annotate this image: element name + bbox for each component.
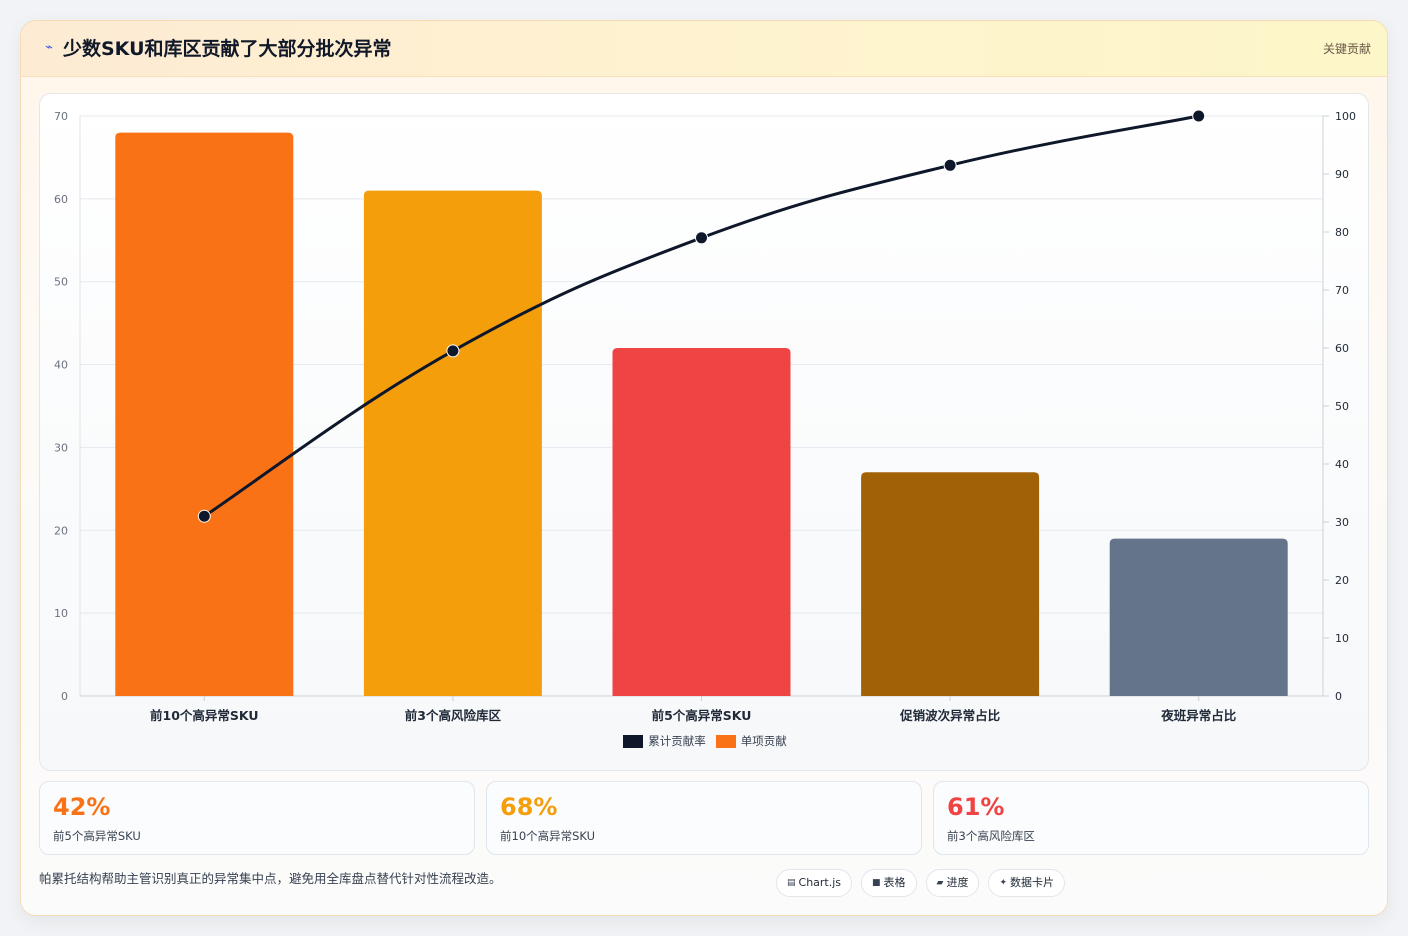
chip-table[interactable]: ■ 表格: [861, 869, 917, 897]
y-left-tick-label: 30: [54, 441, 68, 454]
y-left-tick-label: 50: [54, 276, 68, 289]
stat-card-top3-zone: 61% 前3个高风险库区: [933, 781, 1369, 855]
tool-chips: ▤ Chart.js ■ 表格 ▰ 进度 ✦ 数据卡片: [776, 869, 1066, 897]
stat-label: 前10个高异常SKU: [500, 829, 596, 843]
legend-swatch-single: [715, 734, 736, 748]
cumulative-point-2: [446, 344, 460, 358]
legend-item-single[interactable]: 单项贡献: [715, 732, 787, 750]
y-right-tick-label: 0: [1335, 690, 1342, 703]
y-left-tick-label: 10: [54, 607, 68, 620]
y-right-tick-label: 70: [1335, 284, 1349, 297]
chip-label: Chart.js: [798, 876, 842, 889]
y-left-tick-label: 70: [54, 110, 68, 123]
y-left-tick-label: 60: [54, 193, 68, 206]
footer-note: 帕累托结构帮助主管识别真正的异常集中点，避免用全库盘点替代针对性流程改造。: [39, 871, 502, 886]
y-right-tick-label: 40: [1335, 458, 1349, 471]
bar-3: [612, 348, 791, 696]
chip-chartjs[interactable]: ▤ Chart.js: [776, 869, 853, 897]
chip-progress[interactable]: ▰ 进度: [925, 869, 980, 897]
stat-value: 68%: [500, 793, 558, 821]
y-right-tick-label: 20: [1335, 574, 1349, 587]
stat-value: 42%: [53, 793, 111, 821]
chip-data-card[interactable]: ✦ 数据卡片: [988, 869, 1066, 897]
x-tick-label: 前10个高异常SKU: [150, 708, 259, 723]
cumulative-point-5: [1192, 109, 1206, 123]
table-icon: ■: [872, 878, 881, 888]
stat-card-top10-sku: 68% 前10个高异常SKU: [486, 781, 922, 855]
y-right-tick-label: 10: [1335, 632, 1349, 645]
pareto-chart: 0 10 20 30 40 50 60 70 0 10 20 30 40 50 60 70 80 90 100 前10…: [54, 109, 1356, 723]
chart-legend: 累计贡献率 单项贡献: [40, 732, 1370, 750]
cumulative-point-1: [197, 509, 211, 523]
cumulative-point-3: [695, 231, 708, 245]
legend-item-cumulative[interactable]: 累计贡献率: [623, 732, 706, 750]
x-tick-label: 夜班异常占比: [1160, 708, 1237, 723]
progress-icon: ▰: [936, 878, 944, 888]
y-right-tick-label: 60: [1335, 342, 1349, 355]
y-left-tick-label: 40: [54, 359, 68, 372]
card-title: 少数SKU和库区贡献了大部分批次异常: [63, 38, 392, 60]
x-tick-label: 前5个高异常SKU: [652, 708, 752, 723]
pareto-chart-panel: 0 10 20 30 40 50 60 70 0 10 20 30 40 50 60 70 80 90 100 前10…: [39, 93, 1369, 771]
legend-label-single: 单项贡献: [740, 734, 787, 748]
bar-5: [1109, 538, 1288, 696]
x-tick-label: 促销波次异常占比: [899, 708, 1001, 723]
legend-swatch-cumulative: [623, 734, 644, 748]
insight-card: ⌁ 少数SKU和库区贡献了大部分批次异常 关键贡献 0 10 20 30 40 50 60 7…: [20, 20, 1388, 916]
card-icon: ✦: [999, 878, 1008, 888]
y-right-tick-label: 100: [1335, 110, 1356, 123]
chip-label: 数据卡片: [1010, 876, 1055, 889]
chip-label: 进度: [946, 876, 969, 889]
card-header: ⌁ 少数SKU和库区贡献了大部分批次异常 关键贡献: [21, 21, 1387, 77]
x-tick-label: 前3个高风险库区: [405, 708, 502, 723]
stat-label: 前3个高风险库区: [947, 829, 1035, 843]
lightning-icon: ⌁: [45, 40, 53, 55]
chart-icon: ▤: [787, 878, 796, 888]
y-right-tick-label: 30: [1335, 516, 1349, 529]
chip-label: 表格: [883, 876, 906, 889]
bar-1: [115, 132, 294, 697]
card-body: 0 10 20 30 40 50 60 70 0 10 20 30 40 50 60 70 80 90 100 前10…: [21, 77, 1387, 915]
y-right-tick-label: 90: [1335, 168, 1349, 181]
bar-4: [861, 472, 1040, 696]
y-left-tick-label: 20: [54, 524, 68, 537]
y-right-tick-label: 50: [1335, 400, 1349, 413]
stat-card-top5-sku: 42% 前5个高异常SKU: [39, 781, 475, 855]
header-tag: 关键贡献: [1322, 42, 1371, 56]
y-left-tick-label: 0: [61, 690, 68, 703]
stat-value: 61%: [947, 793, 1005, 821]
y-right-tick-label: 80: [1335, 226, 1349, 239]
cumulative-point-4: [943, 158, 957, 172]
legend-label-cumulative: 累计贡献率: [648, 734, 706, 748]
bar-2: [363, 190, 542, 697]
stat-label: 前5个高异常SKU: [53, 829, 141, 843]
